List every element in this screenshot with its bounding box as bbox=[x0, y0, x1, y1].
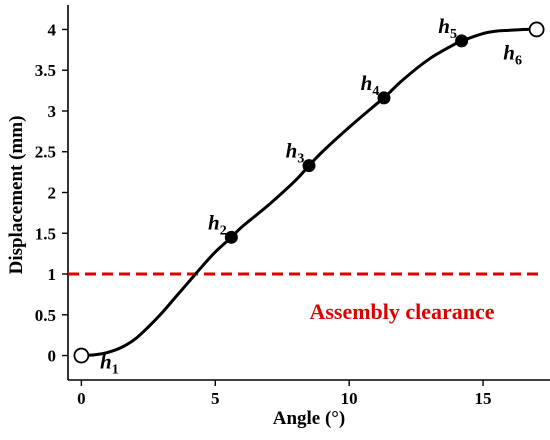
point-marker bbox=[377, 91, 391, 105]
point-label: h6 bbox=[503, 40, 522, 68]
x-tick-label: 5 bbox=[211, 389, 220, 408]
x-tick-label: 0 bbox=[77, 389, 86, 408]
x-tick-label: 15 bbox=[475, 389, 492, 408]
y-axis-title: Displacement (mm) bbox=[6, 116, 27, 275]
y-tick-label: 2 bbox=[48, 184, 57, 203]
x-axis-ticks: 0 5 10 15 bbox=[77, 380, 492, 408]
point-labels: h1 h2 h3 h4 h5 h6 bbox=[100, 14, 522, 378]
point-marker bbox=[224, 230, 238, 244]
y-axis-ticks: 0 0.5 1 1.5 2 2.5 3 3.5 4 bbox=[35, 20, 68, 366]
threshold-label: Assembly clearance bbox=[309, 299, 494, 324]
y-tick-label: 1.5 bbox=[35, 224, 56, 243]
x-axis-title: Angle (°) bbox=[273, 408, 346, 429]
y-tick-label: 2.5 bbox=[35, 143, 56, 162]
y-tick-label: 4 bbox=[48, 20, 57, 39]
y-tick-label: 3.5 bbox=[35, 61, 56, 80]
x-tick-label: 10 bbox=[341, 389, 358, 408]
y-tick-label: 0.5 bbox=[35, 306, 56, 325]
point-label: h5 bbox=[438, 14, 457, 42]
points bbox=[73, 21, 545, 364]
point-label: h3 bbox=[286, 139, 305, 167]
point-marker bbox=[455, 34, 469, 48]
y-tick-label: 1 bbox=[48, 265, 57, 284]
point-label: h1 bbox=[100, 350, 119, 378]
point-marker-open bbox=[73, 347, 90, 364]
point-marker bbox=[302, 159, 316, 173]
y-tick-label: 0 bbox=[48, 347, 57, 366]
threshold: Assembly clearance bbox=[68, 272, 542, 324]
point-label: h4 bbox=[361, 71, 380, 99]
y-tick-label: 3 bbox=[48, 102, 57, 121]
point-marker-open bbox=[528, 21, 545, 38]
point-label: h2 bbox=[208, 210, 227, 238]
